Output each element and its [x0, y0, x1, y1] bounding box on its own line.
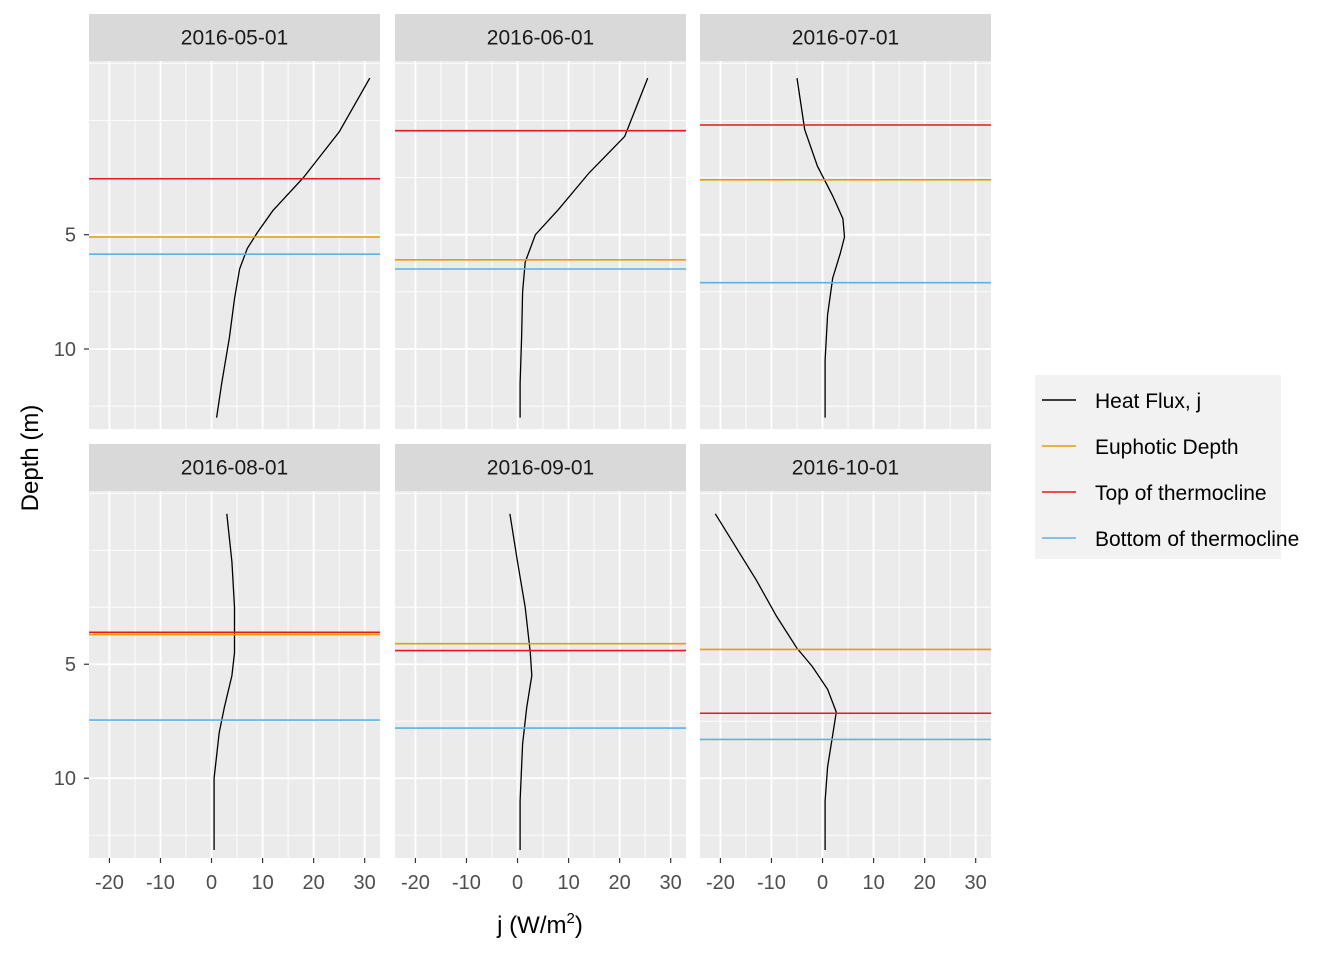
panel-strip — [700, 14, 991, 61]
panel-background — [89, 61, 380, 429]
panel-2016-06-01: 2016-06-01 — [395, 14, 686, 429]
x-tick-label: -20 — [95, 872, 124, 894]
y-tick-label: 10 — [54, 768, 76, 790]
legend: Heat Flux, j Euphotic Depth Top of thermoc… — [1035, 375, 1299, 559]
x-tick-label: 30 — [354, 872, 376, 894]
x-tick-label: 30 — [965, 872, 987, 894]
x-tick-label: 10 — [251, 872, 273, 894]
heat-flux-line — [796, 78, 846, 418]
x-tick-label: -20 — [706, 872, 735, 894]
panel-background — [700, 491, 991, 858]
heat-flux-line — [519, 77, 649, 418]
x-axis-title-main: j (W/m — [496, 912, 566, 939]
panel-title: 2016-06-01 — [487, 27, 594, 50]
heat-flux-line — [714, 513, 837, 850]
heat-flux-line — [215, 77, 371, 418]
x-tick-label: -20 — [401, 872, 430, 894]
panel-grid — [89, 61, 380, 429]
heat-flux-line — [509, 513, 533, 850]
panel-grid — [89, 491, 380, 858]
legend-item: Heat Flux, j — [1039, 379, 1201, 421]
panel-background — [700, 61, 991, 429]
panel-2016-10-01: 2016-10-01 — [700, 444, 991, 858]
panel-background — [89, 491, 380, 858]
x-tick-label: 30 — [660, 872, 682, 894]
panel-2016-05-01: 2016-05-01 — [89, 14, 380, 429]
panel-2016-09-01: 2016-09-01 — [395, 444, 686, 858]
x-tick-label: 20 — [914, 872, 936, 894]
x-tick-label: 0 — [206, 872, 217, 894]
x-axis-title-end: ) — [575, 912, 583, 939]
panel-2016-07-01: 2016-07-01 — [700, 14, 991, 429]
x-tick-label: 0 — [512, 872, 523, 894]
panel-strip — [89, 444, 380, 491]
panel-background — [395, 491, 686, 858]
panel-title: 2016-07-01 — [792, 27, 899, 50]
panel-title: 2016-08-01 — [181, 457, 288, 480]
panel-strip — [395, 14, 686, 61]
y-tick-label: 10 — [54, 339, 76, 361]
panel-title: 2016-10-01 — [792, 457, 899, 480]
x-tick-label: -10 — [757, 872, 786, 894]
legend-item: Euphotic Depth — [1039, 425, 1239, 467]
x-tick-label: 20 — [303, 872, 325, 894]
legend-item: Bottom of thermocline — [1039, 517, 1299, 559]
panel-grid — [700, 61, 991, 429]
heat-flux-line — [213, 513, 236, 850]
legend-items: Heat Flux, j Euphotic Depth Top of thermoc… — [1039, 379, 1299, 559]
x-tick-label: 10 — [557, 872, 579, 894]
legend-label: Heat Flux, j — [1095, 390, 1201, 413]
x-tick-label: -10 — [452, 872, 481, 894]
y-tick-label: 5 — [65, 654, 76, 676]
panel-grid — [395, 491, 686, 858]
legend-label: Euphotic Depth — [1095, 436, 1239, 459]
x-tick-label: 10 — [862, 872, 884, 894]
legend-item: Top of thermocline — [1039, 471, 1267, 513]
panel-title: 2016-09-01 — [487, 457, 594, 480]
x-axis-title: j (W/m2) — [496, 910, 583, 939]
x-tick-label: 20 — [609, 872, 631, 894]
panel-title: 2016-05-01 — [181, 27, 288, 50]
y-axis-title: Depth (m) — [17, 405, 44, 512]
panel-grid — [395, 61, 686, 429]
x-axis-title-superscript: 2 — [566, 910, 574, 927]
legend-label: Bottom of thermocline — [1095, 528, 1299, 551]
legend-label: Top of thermocline — [1095, 482, 1267, 505]
panel-strip — [395, 444, 686, 491]
x-tick-label: -10 — [146, 872, 175, 894]
panels-layer: 2016-05-01 2016-06-01 2016-07-01 2016-08-01… — [89, 14, 991, 858]
y-tick-label: 5 — [65, 225, 76, 247]
panel-grid — [700, 491, 991, 858]
panel-strip — [700, 444, 991, 491]
axes-layer: 5 10 5 10 -20 -10 0 10 20 30 -20 -10 0 10 20 30 -20 -10 0 1… — [54, 225, 987, 894]
panel-2016-08-01: 2016-08-01 — [89, 444, 380, 858]
panel-background — [395, 61, 686, 429]
panel-strip — [89, 14, 380, 61]
x-tick-label: 0 — [817, 872, 828, 894]
